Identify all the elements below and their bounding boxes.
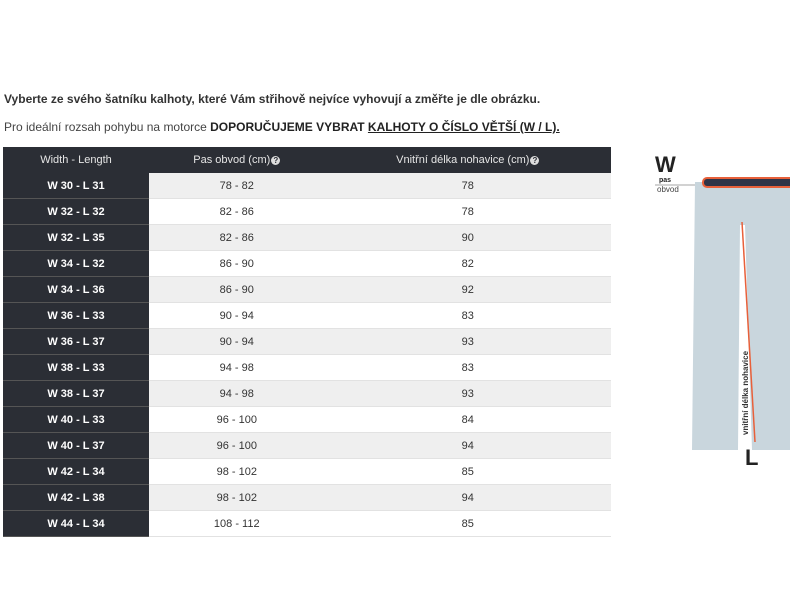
inseam-cell: 94 (324, 432, 611, 459)
waist-cell: 82 - 86 (149, 198, 325, 225)
waist-cell: 90 - 94 (149, 328, 325, 355)
size-cell: W 38 - L 37 (3, 380, 149, 407)
w-label: W (655, 152, 676, 177)
header-size: Width - Length (3, 147, 149, 173)
table-row: W 42 - L 34 98 - 102 85 (3, 458, 611, 485)
waist-cell: 82 - 86 (149, 224, 325, 251)
size-cell: W 44 - L 34 (3, 510, 149, 537)
size-cell: W 42 - L 34 (3, 458, 149, 485)
l-label: L (745, 445, 758, 470)
size-cell: W 40 - L 33 (3, 406, 149, 433)
inseam-cell: 85 (324, 458, 611, 485)
help-icon[interactable]: ? (271, 156, 281, 165)
waist-cell: 94 - 98 (149, 380, 325, 407)
inseam-cell: 85 (324, 510, 611, 537)
waist-cell: 96 - 100 (149, 432, 325, 459)
table-row: W 42 - L 38 98 - 102 94 (3, 484, 611, 511)
inseam-cell: 92 (324, 276, 611, 303)
inseam-cell: 82 (324, 250, 611, 277)
waist-cell: 98 - 102 (149, 458, 325, 485)
size-cell: W 34 - L 36 (3, 276, 149, 303)
tip-prefix: Pro ideální rozsah pohybu na motorce (4, 120, 211, 134)
waist-cell: 86 - 90 (149, 276, 325, 303)
size-cell: W 40 - L 37 (3, 432, 149, 459)
size-cell: W 30 - L 31 (3, 173, 149, 199)
table-row: W 36 - L 37 90 - 94 93 (3, 328, 611, 355)
table-row: W 44 - L 34 108 - 112 85 (3, 510, 611, 537)
size-cell: W 36 - L 33 (3, 302, 149, 329)
inseam-cell: 83 (324, 302, 611, 329)
inseam-cell: 94 (324, 484, 611, 511)
waist-cell: 94 - 98 (149, 354, 325, 381)
tip-link: KALHOTY O ČÍSLO VĚTŠÍ (W / L). (367, 120, 560, 134)
table-row: W 34 - L 36 86 - 90 92 (3, 276, 611, 303)
table-row: W 36 - L 33 90 - 94 83 (3, 302, 611, 329)
inseam-cell: 83 (324, 354, 611, 381)
size-cell: W 34 - L 32 (3, 250, 149, 277)
inseam-cell: 90 (324, 224, 611, 251)
inseam-cell: 84 (324, 406, 611, 433)
size-cell: W 32 - L 32 (3, 198, 149, 225)
intro-text: Vyberte ze svého šatníku kalhoty, které … (4, 92, 541, 106)
waist-cell: 90 - 94 (149, 302, 325, 329)
size-cell: W 36 - L 37 (3, 328, 149, 355)
inseam-cell: 93 (324, 380, 611, 407)
size-cell: W 32 - L 35 (3, 224, 149, 251)
inseam-cell: 78 (324, 173, 611, 199)
table-row: W 40 - L 33 96 - 100 84 (3, 406, 611, 433)
table-row: W 32 - L 32 82 - 86 78 (3, 198, 611, 225)
table-row: W 38 - L 37 94 - 98 93 (3, 380, 611, 407)
waist-cell: 78 - 82 (149, 173, 325, 199)
waist-cell: 98 - 102 (149, 484, 325, 511)
table-row: W 38 - L 33 94 - 98 83 (3, 354, 611, 381)
pants-diagram: W pas obvod vnitřní délka nohavice L (655, 152, 790, 470)
size-cell: W 42 - L 38 (3, 484, 149, 511)
inseam-cell: 78 (324, 198, 611, 225)
tip-text: Pro ideální rozsah pohybu na motorce DOP… (4, 120, 560, 134)
waist-cell: 86 - 90 (149, 250, 325, 277)
header-inseam: Vnitřní délka nohavice (cm)? (324, 147, 611, 173)
size-table: Width - Length Pas obvod (cm)? Vnitřní d… (3, 147, 611, 537)
help-icon[interactable]: ? (530, 156, 540, 165)
waist-cell: 108 - 112 (149, 510, 325, 537)
inseam-label: vnitřní délka nohavice (741, 350, 750, 435)
table-row: W 34 - L 32 86 - 90 82 (3, 250, 611, 277)
pas-label: pas (659, 177, 671, 184)
size-cell: W 38 - L 33 (3, 354, 149, 381)
table-row: W 40 - L 37 96 - 100 94 (3, 432, 611, 459)
waist-cell: 96 - 100 (149, 406, 325, 433)
header-waist: Pas obvod (cm)? (149, 147, 325, 173)
obvod-label: obvod (657, 185, 679, 194)
table-row: W 32 - L 35 82 - 86 90 (3, 224, 611, 251)
table-row: W 30 - L 31 78 - 82 78 (3, 173, 611, 199)
inseam-cell: 93 (324, 328, 611, 355)
tip-bold: DOPORUČUJEME VYBRAT (210, 120, 368, 134)
